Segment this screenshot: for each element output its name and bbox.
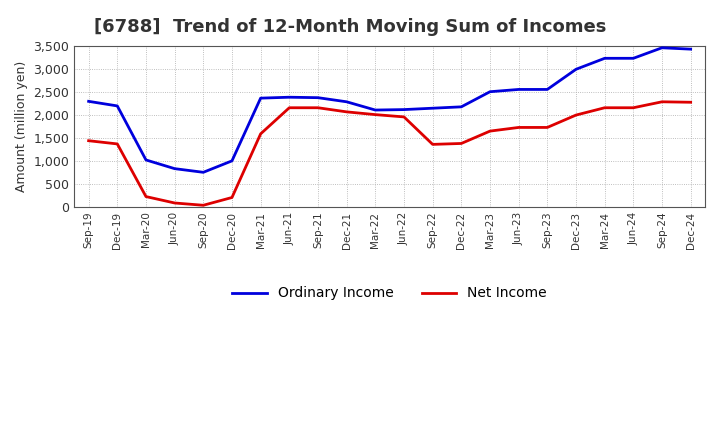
Net Income [171, 200, 179, 205]
Net Income [486, 128, 495, 134]
Net Income [285, 105, 294, 110]
Ordinary Income [657, 45, 666, 51]
Net Income [84, 138, 93, 143]
Net Income [342, 109, 351, 114]
Legend: Ordinary Income, Net Income: Ordinary Income, Net Income [227, 281, 553, 306]
Net Income [657, 99, 666, 104]
Ordinary Income [84, 99, 93, 104]
Net Income [457, 141, 466, 146]
Net Income [600, 105, 609, 110]
Ordinary Income [171, 166, 179, 171]
Ordinary Income [371, 107, 379, 113]
Ordinary Income [457, 104, 466, 110]
Ordinary Income [572, 66, 580, 72]
Ordinary Income [199, 170, 207, 175]
Ordinary Income [400, 107, 408, 112]
Ordinary Income [543, 87, 552, 92]
Net Income [686, 99, 695, 105]
Net Income [543, 125, 552, 130]
Net Income [629, 105, 638, 110]
Ordinary Income [486, 89, 495, 94]
Ordinary Income [113, 103, 122, 109]
Ordinary Income [285, 95, 294, 100]
Net Income [256, 131, 265, 136]
Net Income [142, 194, 150, 199]
Net Income [228, 195, 236, 200]
Line: Ordinary Income: Ordinary Income [89, 48, 690, 172]
Ordinary Income [629, 56, 638, 61]
Text: [6788]  Trend of 12-Month Moving Sum of Incomes: [6788] Trend of 12-Month Moving Sum of I… [94, 18, 606, 36]
Ordinary Income [600, 56, 609, 61]
Ordinary Income [428, 106, 437, 111]
Net Income [113, 141, 122, 147]
Net Income [400, 114, 408, 120]
Y-axis label: Amount (million yen): Amount (million yen) [15, 61, 28, 192]
Line: Net Income: Net Income [89, 102, 690, 205]
Ordinary Income [686, 47, 695, 52]
Net Income [428, 142, 437, 147]
Ordinary Income [142, 158, 150, 163]
Net Income [314, 105, 323, 110]
Ordinary Income [256, 95, 265, 101]
Ordinary Income [314, 95, 323, 100]
Net Income [199, 203, 207, 208]
Net Income [572, 113, 580, 118]
Net Income [371, 112, 379, 117]
Ordinary Income [514, 87, 523, 92]
Ordinary Income [228, 158, 236, 164]
Ordinary Income [342, 99, 351, 104]
Net Income [514, 125, 523, 130]
